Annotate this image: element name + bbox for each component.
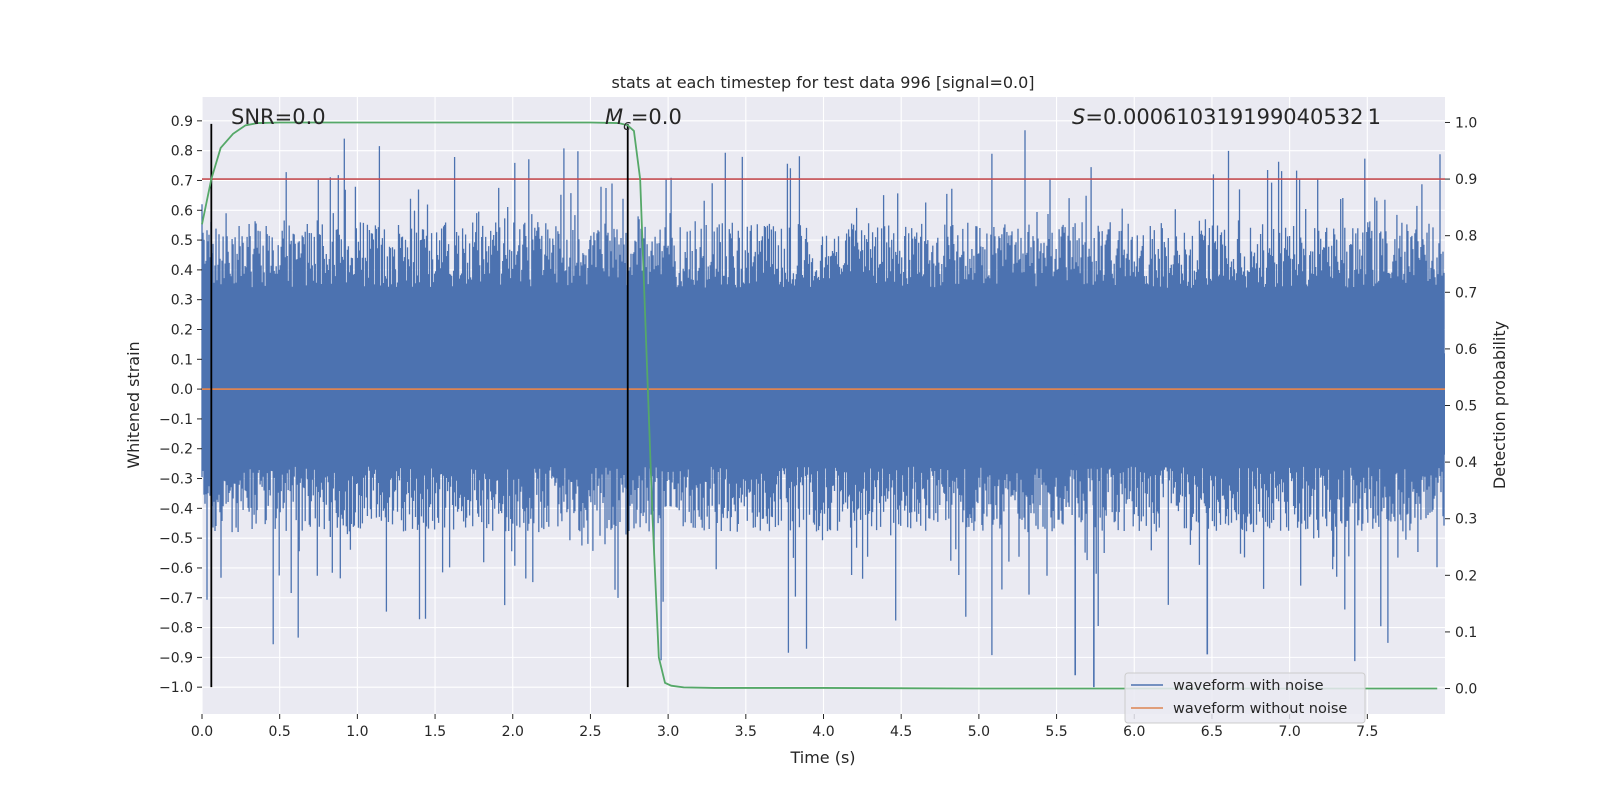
y-tick-label-16: −0.7 [159, 591, 193, 607]
y-axis-label: Whitened strain [124, 341, 143, 468]
y2-tick-label-6: 0.4 [1455, 455, 1477, 471]
y2-tick-label-9: 0.1 [1455, 625, 1477, 641]
y-tick-label-19: −1.0 [159, 680, 193, 696]
x-tick-label-3: 1.5 [424, 724, 446, 740]
y-tick-label-0: 0.9 [171, 114, 193, 130]
y2-tick-label-1: 0.9 [1455, 172, 1477, 188]
x-tick-label-15: 7.5 [1356, 724, 1378, 740]
s-annotation: S=0.000610319199040532 1 [1072, 105, 1381, 129]
chirp-mass-annotation: Mc=0.0 [605, 105, 682, 134]
x-tick-label-5: 2.5 [579, 724, 601, 740]
x-tick-label-8: 4.0 [812, 724, 834, 740]
y-tick-label-2: 0.7 [171, 173, 193, 189]
legend-box [1124, 672, 1366, 724]
legend-label-clean: waveform without noise [1173, 701, 1347, 717]
y-tick-label-11: −0.2 [159, 442, 193, 458]
axis-ticks: 0.0 0.5 1.0 1.5 2.0 2.5 3.0 3.5 4.0 4.5 5.0 5.5 6.0 6… [159, 114, 1477, 740]
x-tick-label-4: 2.0 [502, 724, 524, 740]
y2-axis-label: Detection probability [1490, 321, 1509, 489]
chirp-mass-subscript: c [623, 118, 631, 134]
y2-tick-label-2: 0.8 [1455, 229, 1477, 245]
y2-tick-label-5: 0.5 [1455, 399, 1477, 415]
s-symbol: S [1072, 105, 1085, 129]
x-tick-label-2: 1.0 [346, 724, 368, 740]
chart-title: stats at each timestep for test data 996… [611, 73, 1034, 92]
waveform-with-noise-core [202, 353, 1445, 455]
y-tick-label-8: 0.1 [171, 352, 193, 368]
x-tick-label-9: 4.5 [890, 724, 912, 740]
legend-label-noise: waveform with noise [1173, 678, 1324, 694]
y2-tick-label-3: 0.7 [1455, 285, 1477, 301]
waveform-with-noise-series [201, 130, 1445, 688]
overlay-lines [201, 121, 1445, 690]
y-tick-label-7: 0.2 [171, 322, 193, 338]
y2-tick-label-7: 0.3 [1455, 512, 1477, 528]
legend: waveform with noise waveform without noi… [1124, 672, 1366, 724]
x-tick-label-14: 7.0 [1278, 724, 1300, 740]
x-tick-label-6: 3.0 [657, 724, 679, 740]
x-tick-label-7: 3.5 [735, 724, 757, 740]
snr-annotation: SNR=0.0 [231, 105, 326, 129]
chirp-mass-value: =0.0 [631, 105, 682, 129]
y-tick-label-18: −0.9 [159, 650, 193, 666]
detection-probability-line [201, 121, 1438, 690]
y-tick-label-14: −0.5 [159, 531, 193, 547]
y-tick-label-6: 0.3 [171, 293, 193, 309]
x-tick-label-10: 5.0 [968, 724, 990, 740]
y-tick-label-13: −0.4 [159, 501, 193, 517]
x-tick-label-13: 6.5 [1201, 724, 1223, 740]
x-tick-label-0: 0.0 [191, 724, 213, 740]
y-tick-label-9: 0.0 [171, 382, 193, 398]
x-tick-label-12: 6.0 [1123, 724, 1145, 740]
y-tick-label-17: −0.8 [159, 621, 193, 637]
y2-tick-label-0: 1.0 [1455, 115, 1477, 131]
y-tick-label-4: 0.5 [171, 233, 193, 249]
x-tick-label-11: 5.5 [1045, 724, 1067, 740]
y2-tick-label-8: 0.2 [1455, 568, 1477, 584]
y-tick-label-12: −0.3 [159, 472, 193, 488]
y-tick-label-5: 0.4 [171, 263, 193, 279]
y-tick-label-15: −0.6 [159, 561, 193, 577]
s-value: =0.000610319199040532 1 [1085, 105, 1381, 129]
y-tick-label-10: −0.1 [159, 412, 193, 428]
y2-tick-label-4: 0.6 [1455, 342, 1477, 358]
y-tick-label-1: 0.8 [171, 144, 193, 160]
y-tick-label-3: 0.6 [171, 203, 193, 219]
x-tick-label-1: 0.5 [269, 724, 291, 740]
y2-tick-label-10: 0.0 [1455, 682, 1477, 698]
chirp-mass-symbol: M [605, 105, 623, 129]
x-axis-label: Time (s) [789, 748, 855, 767]
